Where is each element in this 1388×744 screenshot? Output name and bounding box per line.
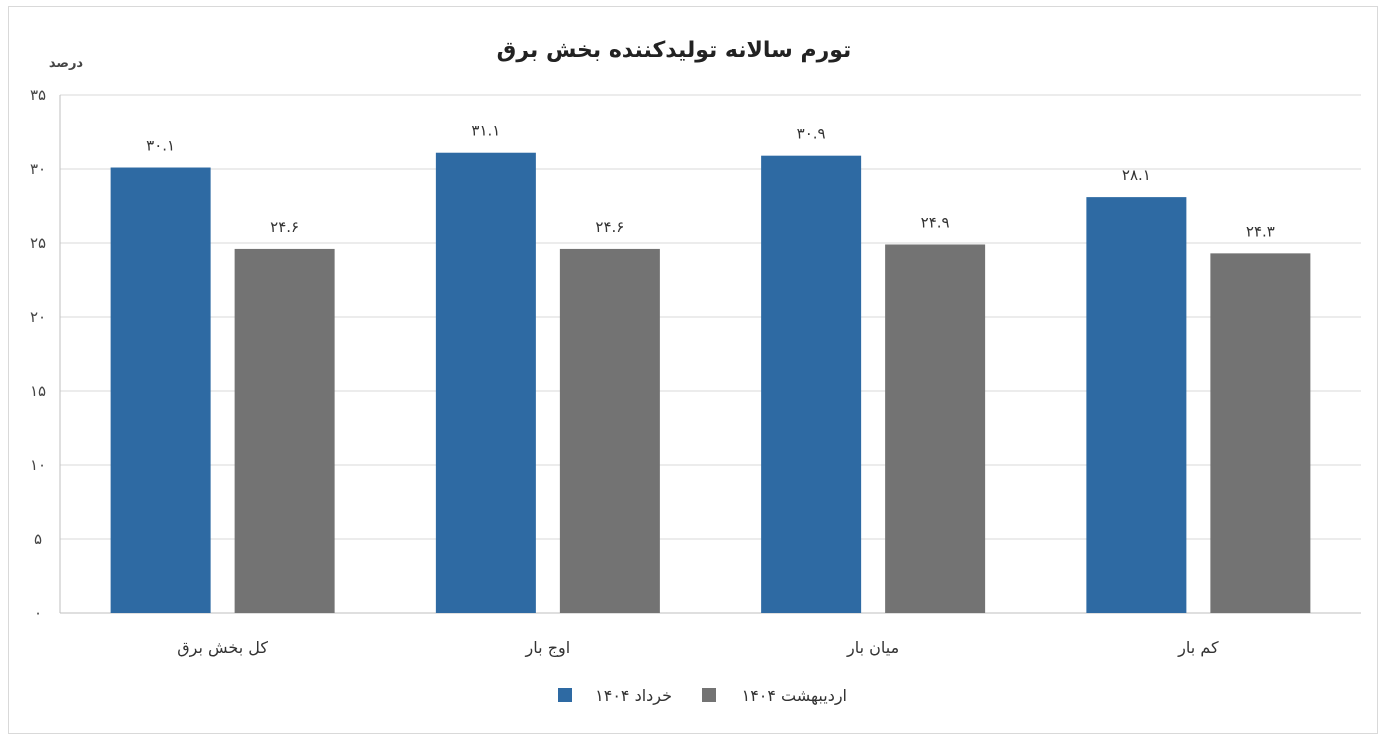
y-tick-label: ۳۵ [30,86,46,104]
legend-label: خرداد ۱۴۰۴ [595,686,672,706]
category-label: کل بخش برق [177,638,268,658]
category-labels: کل بخش برق اوج بار میان بار کم بار [177,638,1219,658]
chart-title: تورم سالانه تولیدکننده بخش برق [497,38,852,63]
category-label: میان بار [846,638,899,658]
bar-ordibehesht [1210,253,1311,614]
legend: خرداد ۱۴۰۴ اردیبهشت ۱۴۰۴ [558,686,847,706]
bar-khordad [435,152,536,613]
data-label: ۲۴.۹ [921,213,950,231]
y-tick-label: ۲۰ [30,308,46,326]
data-label: ۳۱.۱ [471,122,500,140]
category-label: اوج بار [525,638,571,658]
y-tick-label: ۵ [34,530,42,548]
data-label: ۲۸.۱ [1122,166,1151,184]
y-tick-label: ۲۵ [30,234,46,252]
chart-frame: تورم سالانه تولیدکننده بخش برق درصد ۰ ۵ ۱۰… [8,6,1378,734]
data-label: ۳۰.۱ [146,137,175,155]
bar-ordibehesht [885,244,986,614]
bar-khordad [110,167,211,613]
data-labels: ۳۰.۱ ۲۴.۶ ۳۱.۱ ۲۴.۶ ۳۰.۹ ۲۴.۹ ۲۸.۱ ۲۴.۳ [146,122,1275,241]
y-tick-label: ۰ [34,604,42,622]
category-label: کم بار [1177,638,1219,658]
bar-khordad [1086,197,1187,613]
bar-ordibehesht [234,248,335,614]
data-label: ۲۴.۶ [270,218,299,236]
y-tick-label: ۱۵ [30,382,46,400]
bar-chart: تورم سالانه تولیدکننده بخش برق درصد ۰ ۵ ۱۰… [30,38,1361,706]
legend-swatch [558,688,572,702]
y-tick-label: ۳۰ [30,160,46,178]
bar-ordibehesht [559,248,660,614]
legend-swatch [702,688,716,702]
data-label: ۳۰.۹ [797,125,826,143]
legend-label: اردیبهشت ۱۴۰۴ [742,686,847,706]
data-label: ۲۴.۳ [1246,222,1275,240]
y-axis-ticks: ۰ ۵ ۱۰ ۱۵ ۲۰ ۲۵ ۳۰ ۳۵ [30,86,46,622]
bar-khordad [761,155,862,613]
y-axis-unit-label: درصد [49,56,84,71]
data-label: ۲۴.۶ [595,218,624,236]
bars [110,152,1311,614]
y-tick-label: ۱۰ [30,456,46,474]
